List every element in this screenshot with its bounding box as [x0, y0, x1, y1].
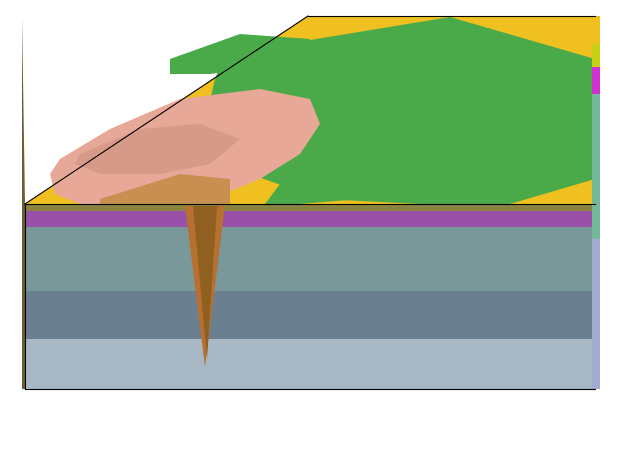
- Polygon shape: [25, 205, 595, 389]
- Polygon shape: [380, 22, 450, 55]
- Polygon shape: [595, 66, 600, 203]
- Polygon shape: [592, 239, 600, 389]
- Polygon shape: [22, 17, 25, 389]
- Polygon shape: [25, 212, 595, 228]
- Polygon shape: [25, 17, 595, 205]
- Polygon shape: [25, 17, 308, 205]
- Polygon shape: [490, 148, 535, 170]
- Polygon shape: [25, 339, 595, 389]
- Polygon shape: [75, 125, 240, 175]
- Polygon shape: [592, 68, 600, 95]
- Polygon shape: [595, 17, 600, 32]
- Polygon shape: [592, 95, 600, 239]
- Polygon shape: [25, 17, 308, 205]
- Polygon shape: [100, 175, 230, 205]
- Polygon shape: [200, 18, 595, 205]
- Polygon shape: [595, 32, 600, 47]
- Polygon shape: [193, 207, 217, 359]
- Polygon shape: [595, 47, 600, 66]
- Polygon shape: [185, 207, 225, 367]
- Polygon shape: [25, 291, 595, 339]
- Polygon shape: [50, 90, 320, 205]
- Polygon shape: [400, 170, 480, 200]
- Polygon shape: [25, 228, 595, 291]
- Polygon shape: [265, 175, 380, 205]
- Polygon shape: [25, 205, 595, 212]
- Polygon shape: [595, 203, 600, 389]
- Polygon shape: [592, 45, 600, 68]
- Polygon shape: [170, 35, 310, 75]
- Polygon shape: [592, 17, 600, 45]
